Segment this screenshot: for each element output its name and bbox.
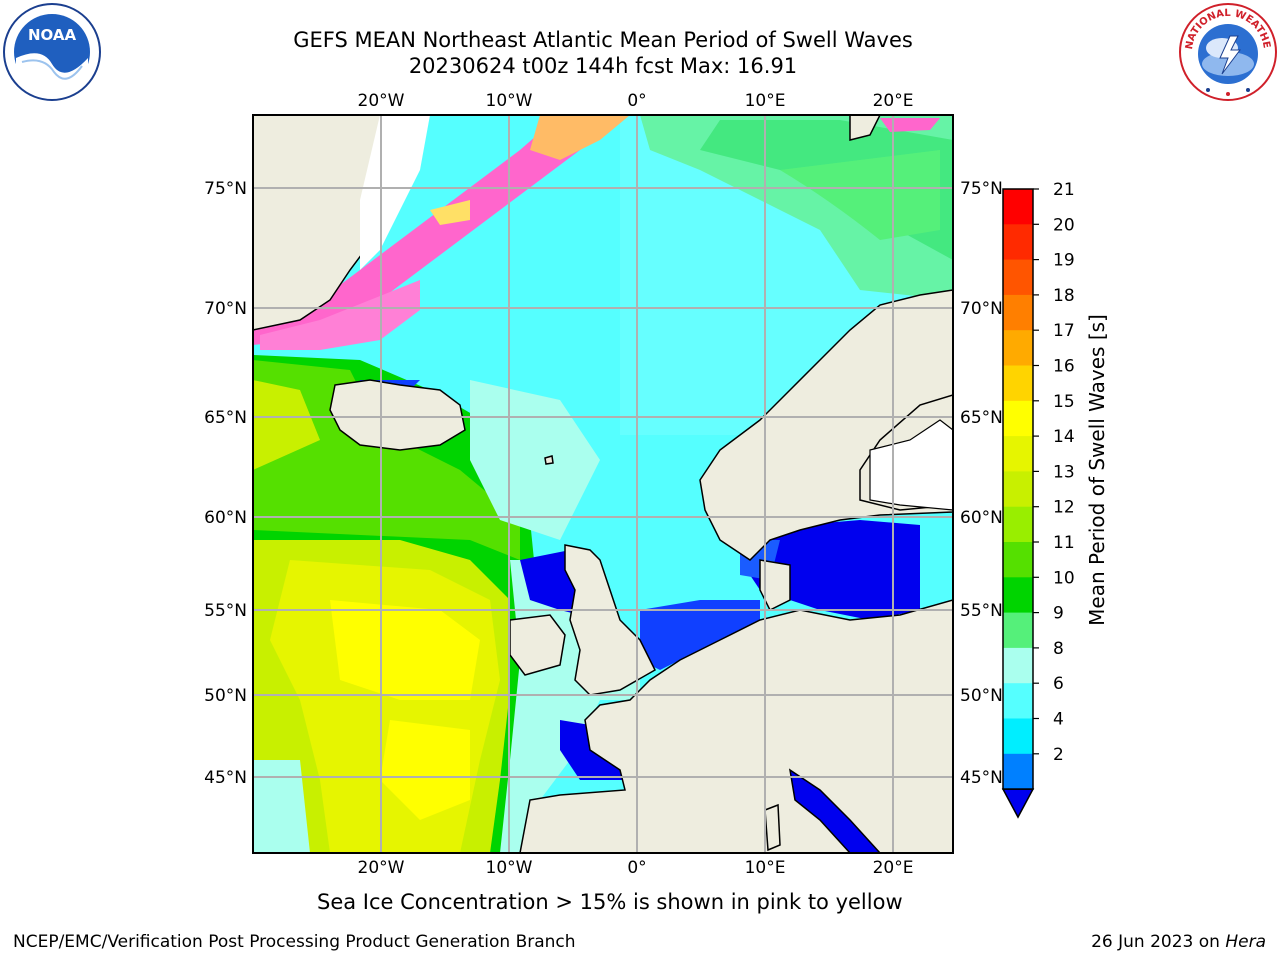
lat-label-left-75n: 75°N <box>204 179 247 199</box>
lat-label-left-60n: 60°N <box>204 508 247 528</box>
lat-label-right-55n: 55°N <box>960 601 1003 621</box>
lat-label-right-65n: 65°N <box>960 408 1003 428</box>
footer-date: 26 Jun 2023 on Hera <box>1091 932 1266 952</box>
colorbar-tick-label: 19 <box>1053 251 1075 271</box>
lat-label-left-65n: 65°N <box>204 408 247 428</box>
noaa-logo-text: NOAA <box>28 26 77 44</box>
map-title-line1: GEFS MEAN Northeast Atlantic Mean Period… <box>293 28 913 52</box>
lon-label-bottom-0: 0° <box>627 858 646 878</box>
colorbar-tick-label: 14 <box>1053 427 1075 447</box>
lat-label-left-50n: 50°N <box>204 686 247 706</box>
colorbar-tick-label: 8 <box>1053 639 1064 659</box>
swell-2-north-sea <box>640 600 760 670</box>
colorbar: 21 20 19 18 17 16 15 14 13 12 11 10 9 8 6 4 2 <box>1001 180 1075 819</box>
sea-ice-caption: Sea Ice Concentration > 15% is shown in … <box>317 890 903 914</box>
colorbar-swatch <box>1003 683 1033 719</box>
land-ireland <box>509 614 566 676</box>
colorbar-tick-label: 16 <box>1053 357 1075 377</box>
colorbar-tick-label: 15 <box>1053 392 1075 412</box>
land-faroe <box>544 455 554 465</box>
lon-label-bottom-20w: 20°W <box>358 858 405 878</box>
lon-label-top-0: 0° <box>627 91 646 111</box>
swell-15-west <box>330 600 480 700</box>
lon-label-top-20e: 20°E <box>873 91 914 111</box>
nws-logo: NATIONAL WEATHER SERVICE <box>1178 2 1277 101</box>
bothnia-no-data <box>869 419 953 511</box>
colorbar-tick-label: 17 <box>1053 321 1075 341</box>
colorbar-swatch <box>1003 294 1033 331</box>
colorbar-swatch <box>1003 718 1033 755</box>
colorbar-swatch <box>1003 542 1033 578</box>
swell-12-west <box>253 360 520 560</box>
colorbar-swatch <box>1003 224 1033 261</box>
lon-label-top-20w: 20°W <box>358 91 405 111</box>
land-svalbard <box>849 115 881 141</box>
colorbar-swatch <box>1003 647 1033 684</box>
colorbar-tick-label: 9 <box>1053 604 1064 624</box>
lat-label-right-45n: 45°N <box>960 768 1003 788</box>
lat-label-right-60n: 60°N <box>960 508 1003 528</box>
land-iceland <box>329 379 466 451</box>
swell-10b-north <box>780 150 940 240</box>
lon-label-bottom-10w: 10°W <box>486 858 533 878</box>
colorbar-swatch <box>1003 189 1033 225</box>
colorbar-tick-label: 18 <box>1053 286 1075 306</box>
land-sardinia <box>764 803 781 852</box>
map-frame <box>252 114 954 854</box>
colorbar-tick-label: 11 <box>1053 533 1075 553</box>
lon-label-top-10e: 10°E <box>745 91 786 111</box>
sea-ice-svalbard <box>880 118 940 132</box>
graticule <box>253 115 953 853</box>
colorbar-tick-label: 4 <box>1053 710 1064 730</box>
sea-ice-edge <box>253 115 630 345</box>
lat-label-left-45n: 45°N <box>204 768 247 788</box>
swell-8-southwest <box>253 760 310 853</box>
colorbar-tick-label: 20 <box>1053 215 1075 235</box>
sea-ice-yellow <box>430 200 470 225</box>
sea-ice-orange <box>530 115 630 160</box>
lat-label-right-75n: 75°N <box>960 179 1003 199</box>
footer-host: Hera <box>1225 932 1266 952</box>
colorbar-tick-label: 21 <box>1053 180 1075 200</box>
colorbar-swatch <box>1003 400 1033 437</box>
colorbar-swatch <box>1003 471 1033 508</box>
swell-8-north-atlantic <box>470 380 600 540</box>
colorbar-swatch <box>1003 436 1033 472</box>
colorbar-extend-arrow <box>1001 788 1035 819</box>
noaa-logo: NOAA <box>3 3 101 101</box>
land-great-britain <box>564 544 656 696</box>
colorbar-swatch <box>1003 365 1033 402</box>
colorbar-title: Mean Period of Swell Waves [s] <box>1085 314 1109 626</box>
lon-label-top-10w: 10°W <box>486 91 533 111</box>
lat-label-left-55n: 55°N <box>204 601 247 621</box>
lat-label-left-70n: 70°N <box>204 299 247 319</box>
colorbar-swatch <box>1003 506 1033 543</box>
greenland-ice-white <box>360 115 430 270</box>
colorbar-swatch <box>1003 612 1033 649</box>
land-denmark <box>759 559 791 612</box>
colorbar-swatch <box>1003 577 1033 614</box>
colorbar-swatch <box>1003 330 1033 366</box>
water-italy-west <box>788 768 882 853</box>
colorbar-tick-label: 12 <box>1053 498 1075 518</box>
map-title-line2: 20230624 t00z 144h fcst Max: 16.91 <box>408 54 798 78</box>
colorbar-tick-label: 10 <box>1053 568 1075 588</box>
map-area <box>253 115 953 853</box>
colorbar-tick-label: 2 <box>1053 745 1064 765</box>
colorbar-frame <box>1002 188 1034 790</box>
colorbar-tick-label: 6 <box>1053 674 1064 694</box>
colorbar-swatch <box>1003 259 1033 296</box>
footer-credit: NCEP/EMC/Verification Post Processing Pr… <box>13 932 576 952</box>
swell-15-southwest <box>380 720 470 820</box>
lon-label-bottom-10e: 10°E <box>745 858 786 878</box>
colorbar-swatch <box>1003 753 1033 790</box>
colorbar-tick-label: 13 <box>1053 462 1075 482</box>
swell-13-greenland <box>253 380 320 470</box>
lon-label-bottom-20e: 20°E <box>873 858 914 878</box>
footer-date-text: 26 Jun 2023 on <box>1091 932 1226 952</box>
lat-label-right-70n: 70°N <box>960 299 1003 319</box>
lat-label-right-50n: 50°N <box>960 686 1003 706</box>
